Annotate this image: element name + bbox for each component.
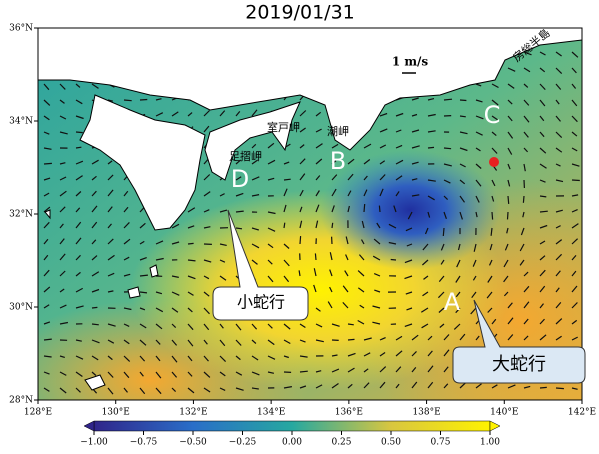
vector xyxy=(284,179,291,180)
vector xyxy=(92,307,97,308)
colorbar-tick-label: 1.00 xyxy=(480,438,500,448)
point-label: C xyxy=(484,101,501,129)
vector xyxy=(444,148,451,149)
vector xyxy=(348,339,355,340)
vector xyxy=(572,180,580,181)
colorbar-tick-label: 0.75 xyxy=(430,438,450,448)
title: 2019/01/31 xyxy=(245,2,355,24)
vector xyxy=(460,116,466,117)
colorbar-tick-label: −1.00 xyxy=(80,438,108,448)
field xyxy=(0,28,599,450)
vector xyxy=(460,100,466,101)
vector xyxy=(379,206,380,212)
point-label: A xyxy=(444,288,461,316)
x-tick-label: 138°E xyxy=(412,408,440,418)
vector xyxy=(76,147,81,148)
x-tick-label: 136°E xyxy=(335,408,363,418)
vector xyxy=(92,324,99,325)
y-tick-label: 28°N xyxy=(9,396,33,406)
y-tick-label: 34°N xyxy=(9,117,33,127)
colorbar-tick-label: −0.75 xyxy=(130,438,158,448)
vector xyxy=(443,228,444,236)
x-tick-label: 130°E xyxy=(102,408,130,418)
vector xyxy=(76,132,83,133)
vector xyxy=(391,260,396,261)
colorbar-extend xyxy=(84,421,94,431)
y-tick-label: 36°N xyxy=(9,24,33,34)
marker xyxy=(489,157,499,167)
vector xyxy=(444,99,452,100)
colorbar-tick-label: 0.50 xyxy=(381,438,401,448)
vector xyxy=(284,223,285,228)
x-tick-label: 128°E xyxy=(24,408,52,418)
vector xyxy=(492,212,493,220)
vector xyxy=(124,100,132,101)
vector xyxy=(508,212,509,219)
place-label: 潮岬 xyxy=(327,124,349,138)
y-tick-label: 32°N xyxy=(9,210,33,220)
colorbar: −1.00 −0.75 −0.50 −0.25 0.00 0.25 0.50 0.75 1.00 xyxy=(80,421,500,448)
callout-text: 大蛇行 xyxy=(492,354,546,375)
vector xyxy=(556,388,564,389)
x-tick-label: 140°E xyxy=(490,408,518,418)
vector xyxy=(540,211,548,212)
colorbar-tick-label: −0.50 xyxy=(179,438,207,448)
vector xyxy=(540,387,547,388)
cold-eddy xyxy=(320,150,500,270)
vector xyxy=(428,147,434,148)
y-tick-label: 30°N xyxy=(9,303,33,313)
x-tick-label: 142°E xyxy=(568,408,596,418)
vector xyxy=(44,163,52,164)
point-label: B xyxy=(330,147,346,175)
place-label: 足摺岬 xyxy=(229,149,262,163)
colorbar-body xyxy=(94,421,490,431)
vector xyxy=(348,324,354,325)
vector xyxy=(300,371,308,372)
vector xyxy=(236,228,242,229)
vector xyxy=(332,223,333,228)
colorbar-tick-label: −0.25 xyxy=(229,438,257,448)
vector xyxy=(300,236,301,244)
callout-text: 小蛇行 xyxy=(237,293,285,312)
vector xyxy=(508,196,509,204)
x-tick-label: 132°E xyxy=(179,408,207,418)
vector xyxy=(188,243,194,244)
colorbar-extend xyxy=(490,421,500,431)
vector xyxy=(315,253,316,260)
vector xyxy=(523,196,524,203)
scale-label: 1 m/s xyxy=(392,55,429,69)
vector xyxy=(140,100,147,101)
point-label: D xyxy=(231,165,249,193)
colorbar-tick-label: 0.00 xyxy=(282,438,302,448)
vector xyxy=(364,204,365,212)
place-label: 室戸岬 xyxy=(267,120,300,134)
x-tick-label: 134°E xyxy=(257,408,285,418)
colorbar-tick-label: 0.25 xyxy=(331,438,351,448)
